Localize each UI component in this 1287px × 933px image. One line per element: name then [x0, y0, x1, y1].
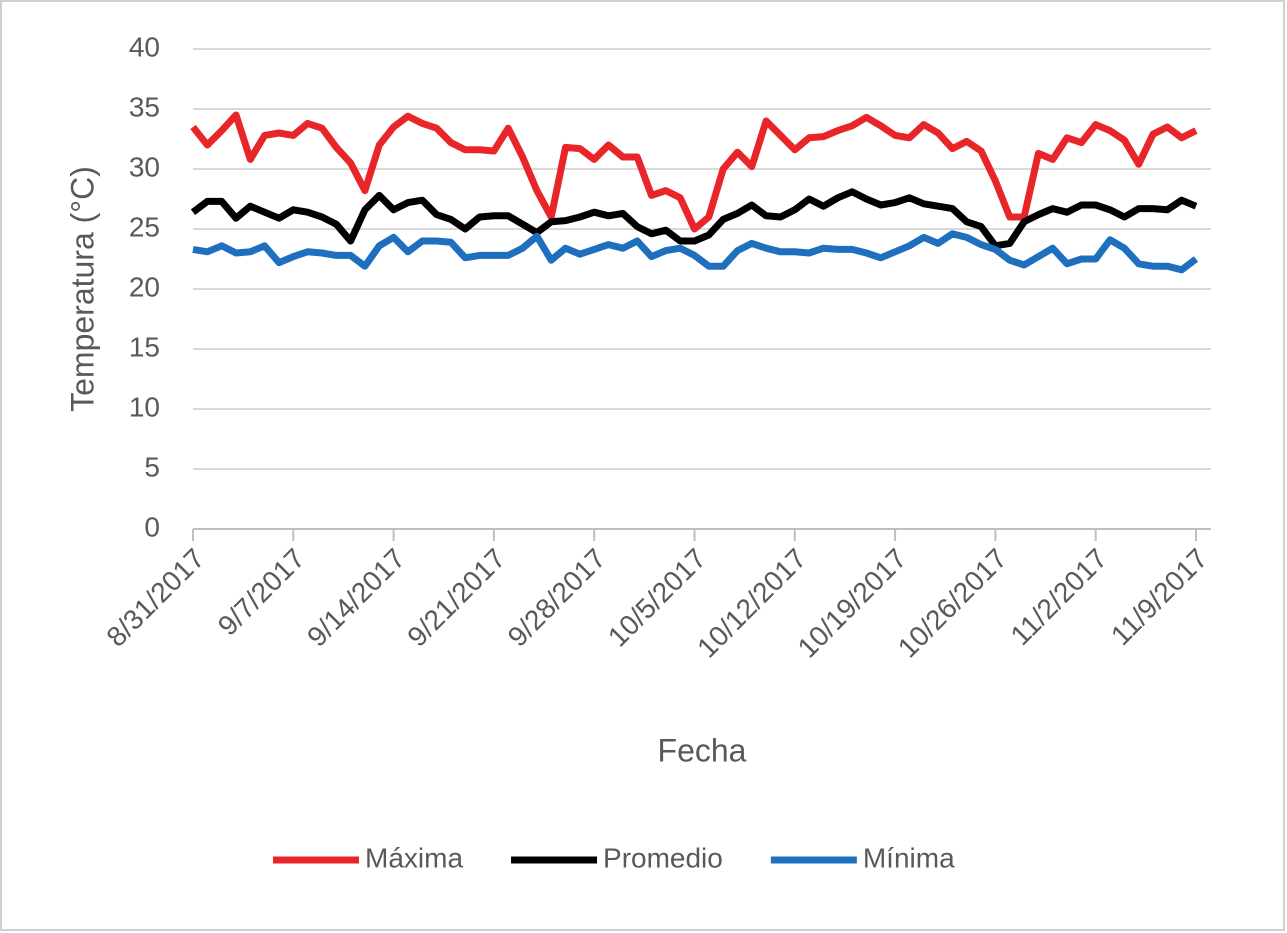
y-tick-label: 0 [144, 511, 160, 542]
y-tick-label: 15 [129, 331, 160, 362]
y-tick-label: 35 [129, 91, 160, 122]
y-tick-label: 5 [144, 451, 160, 482]
y-tick-label: 40 [129, 31, 160, 62]
legend-label: Máxima [365, 842, 463, 873]
series-line [190, 188, 1198, 250]
y-tick-label: 10 [129, 391, 160, 422]
y-tick-label: 30 [129, 151, 160, 182]
y-tick-label: 20 [129, 271, 160, 302]
y-axis-title: Temperatura (°C) [64, 166, 100, 412]
series-line [190, 111, 1198, 233]
series-line [192, 230, 1199, 274]
legend-label: Promedio [603, 842, 723, 873]
x-axis-title: Fecha [658, 732, 747, 768]
legend-label: Mínima [863, 842, 955, 873]
y-tick-label: 25 [129, 211, 160, 242]
